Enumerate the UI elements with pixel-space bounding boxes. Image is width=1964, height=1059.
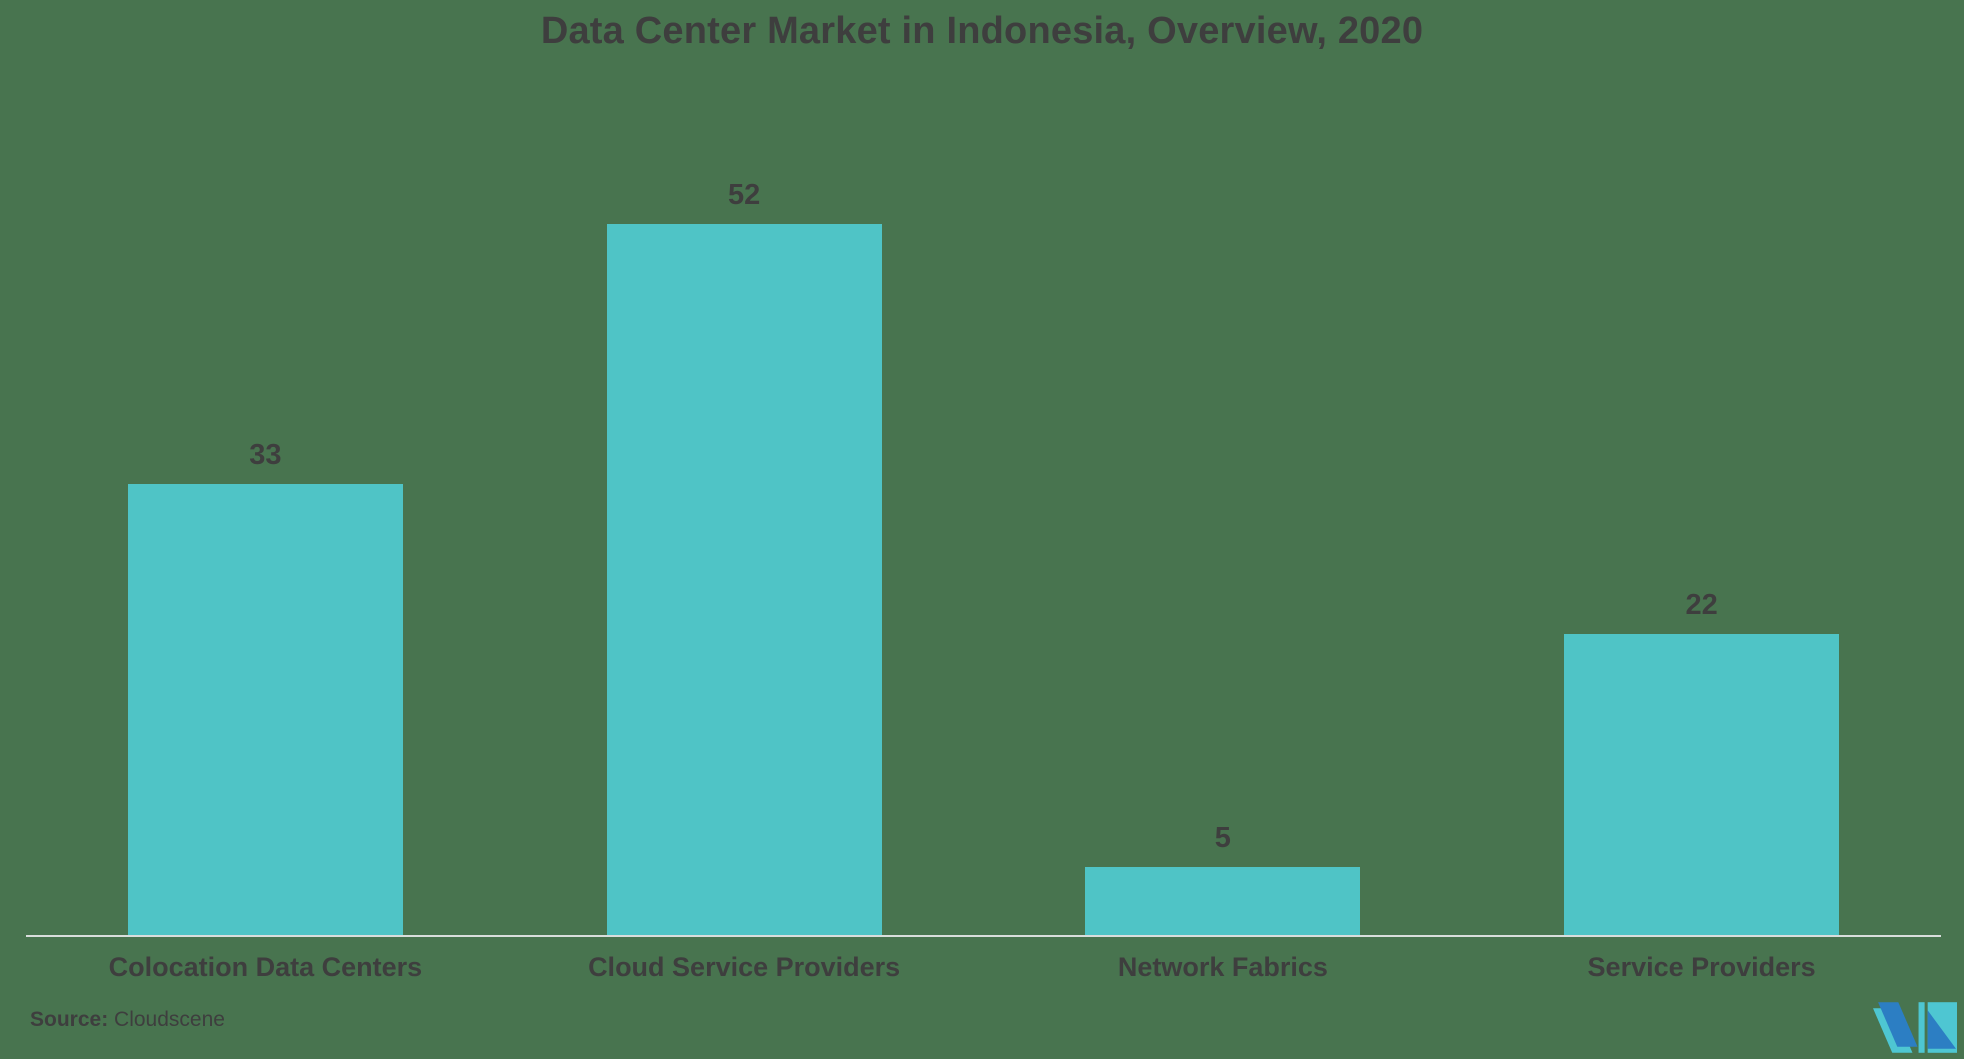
category-label-network-fabrics: Network Fabrics [1117,952,1328,982]
category-label-colocation-data-centers: Colocation Data Centers [108,952,423,982]
bar-network-fabrics [1085,867,1361,935]
logo-triangle [1927,1010,1956,1049]
bar-colocation-data-centers [127,484,403,935]
category-label-service-providers: Service Providers [1587,952,1816,982]
value-label-colocation-data-centers: 33 [249,439,282,471]
source-note: Source: Cloudscene [30,1008,225,1032]
x-axis-line [26,935,1941,937]
value-label-service-providers: 22 [1685,589,1718,621]
value-label-cloud-service-providers: 52 [727,179,761,211]
source-label: Source: [30,1008,115,1031]
mordor-intelligence-logo-icon [1873,1002,1957,1053]
chart-title: Data Center Market in Indonesia, Overvie… [540,10,1424,52]
value-label-network-fabrics: 5 [1214,822,1231,854]
bar-service-providers [1564,634,1840,935]
logo-vertical-bar [1918,1002,1925,1053]
plot-area: 33 Colocation Data Centers 52 Cloud Service… [26,100,1941,982]
category-label-cloud-service-providers: Cloud Service Providers [588,952,901,982]
bar-cloud-service-providers [606,224,882,935]
source-value: Cloudscene [114,1008,225,1031]
logo-front-diagonal [1878,1002,1918,1047]
